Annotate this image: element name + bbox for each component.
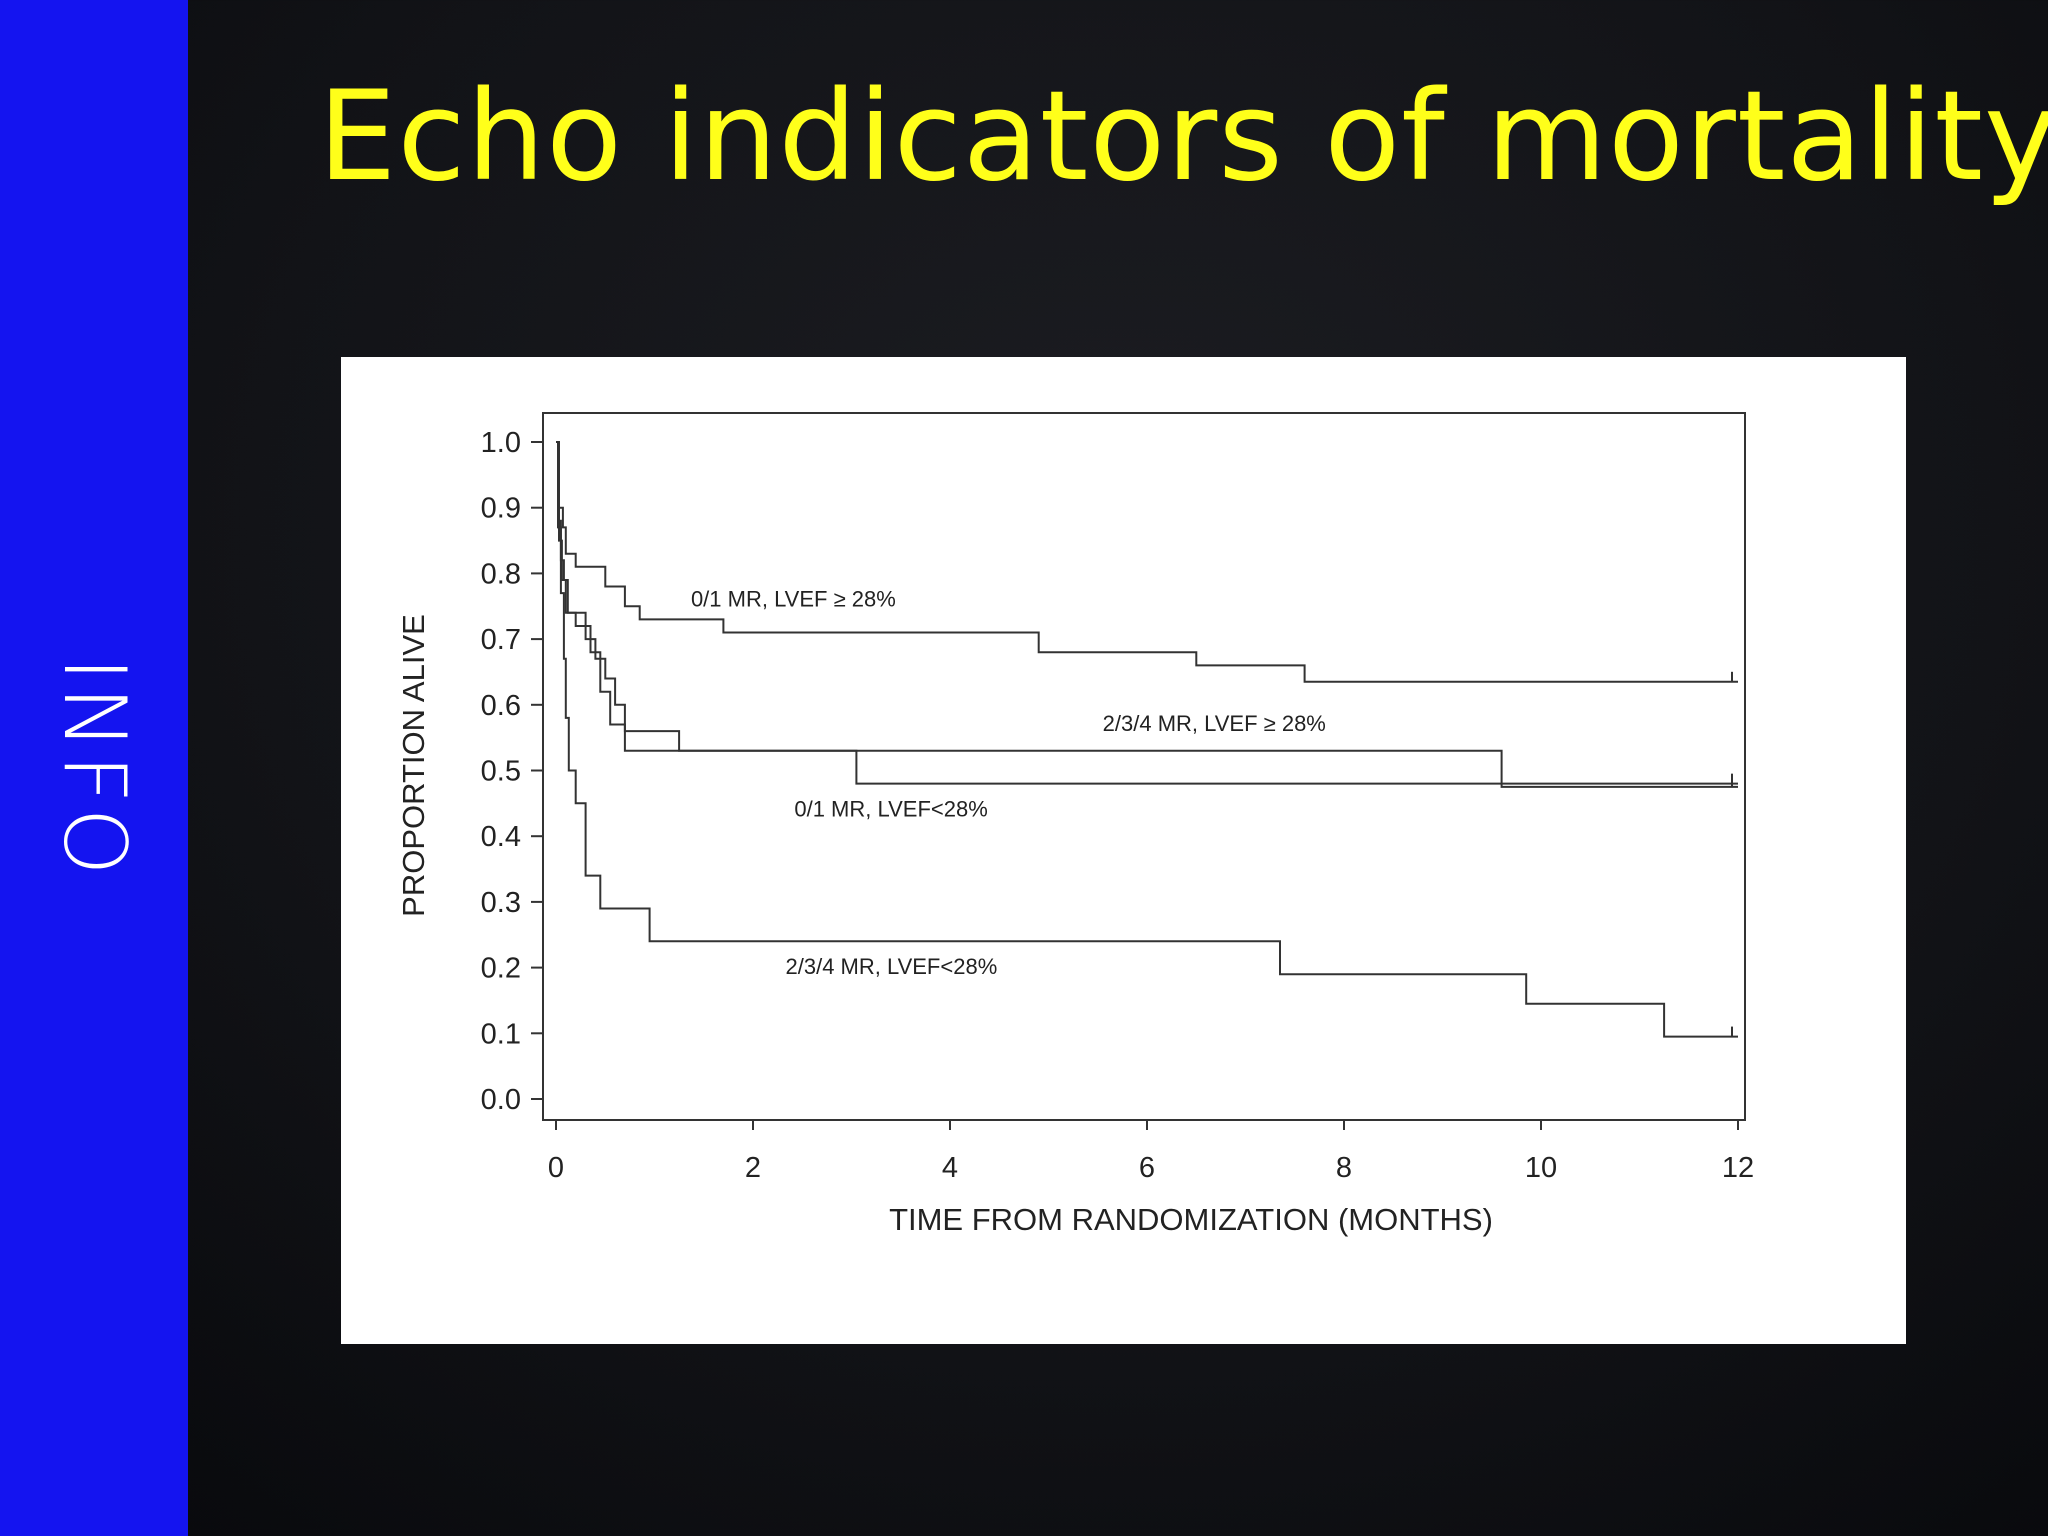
series-label-1: 0/1 MR, LVEF ≥ 28% <box>691 586 896 611</box>
x-tick-label: 10 <box>1525 1152 1557 1184</box>
y-tick-label: 0.4 <box>481 821 521 853</box>
y-tick-label: 0.6 <box>481 690 521 722</box>
y-tick-label: 0.2 <box>481 953 521 985</box>
y-axis-title: PROPORTION ALIVE <box>396 614 431 917</box>
survival-chart: 0.0 0.1 0.2 0.3 0.4 0.5 0.6 0.7 0.8 0.9 1.0 0 2 4 6 8 10… <box>396 412 1754 1237</box>
x-axis-title: TIME FROM RANDOMIZATION (MONTHS) <box>889 1202 1493 1237</box>
x-tick-label: 6 <box>1139 1152 1155 1184</box>
series-line-1 <box>556 441 1738 683</box>
y-tick-label: 0.0 <box>481 1084 521 1116</box>
sidebar-label: INFO <box>44 656 144 880</box>
sidebar: INFO <box>0 0 188 1536</box>
x-tick-label: 4 <box>942 1152 958 1184</box>
y-tick-label: 0.9 <box>481 493 521 525</box>
y-tick-label: 0.8 <box>481 558 521 590</box>
plot-frame <box>542 412 1746 1121</box>
y-tick-label: 0.7 <box>481 624 521 656</box>
series-label-4: 2/3/4 MR, LVEF<28% <box>786 954 998 979</box>
series-label-2: 2/3/4 MR, LVEF ≥ 28% <box>1103 711 1326 736</box>
x-tick-label: 12 <box>1722 1152 1754 1184</box>
y-tick-label: 0.5 <box>481 756 521 788</box>
chart-panel: 0.0 0.1 0.2 0.3 0.4 0.5 0.6 0.7 0.8 0.9 1.0 0 2 4 6 8 10… <box>341 357 1906 1344</box>
y-tick-label: 0.1 <box>481 1018 521 1050</box>
series-label-3: 0/1 MR, LVEF<28% <box>794 796 987 821</box>
y-tick-label: 0.3 <box>481 887 521 919</box>
x-tick-label: 8 <box>1336 1152 1352 1184</box>
x-tick-label: 2 <box>745 1152 761 1184</box>
series-line-4 <box>556 441 1738 1038</box>
x-tick-label: 0 <box>548 1152 564 1184</box>
series-line-3 <box>556 441 1738 785</box>
slide-title: Echo indicators of mortality <box>318 65 2048 209</box>
y-tick-label: 1.0 <box>481 427 521 459</box>
